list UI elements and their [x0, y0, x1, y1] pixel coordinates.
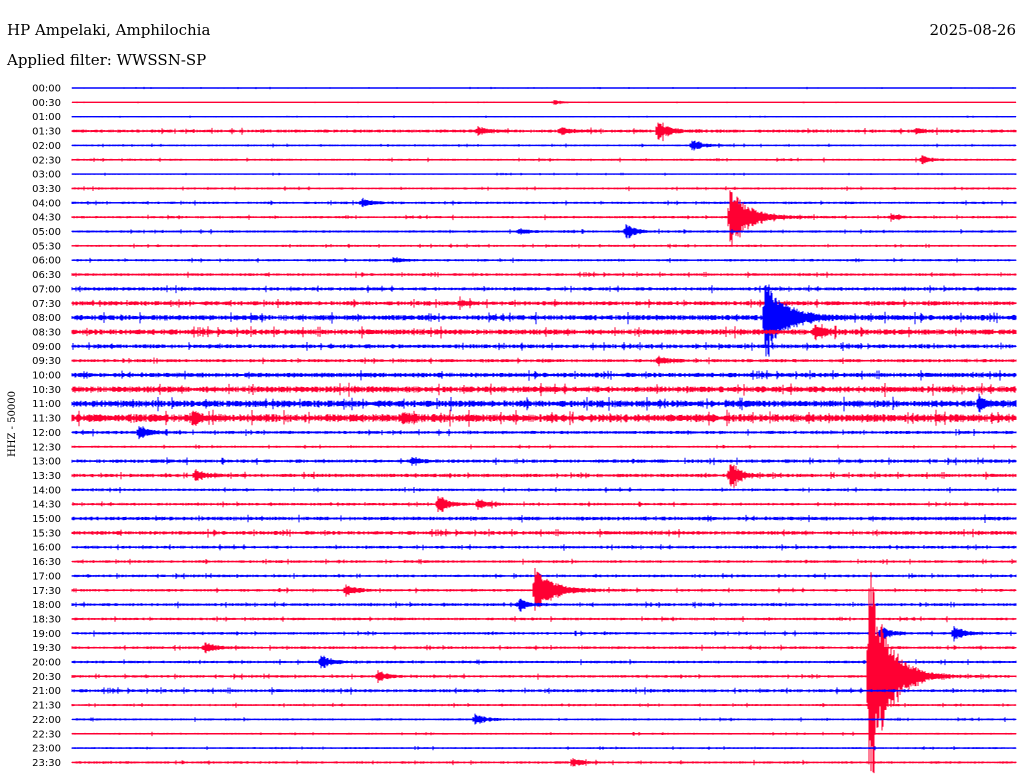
time-tick-label: 06:30: [32, 270, 61, 281]
time-tick-label: 08:30: [32, 327, 61, 338]
time-tick-label: 15:00: [32, 514, 61, 525]
time-tick-label: 11:00: [32, 399, 61, 410]
time-tick-label: 17:00: [32, 571, 61, 582]
seismic-trace: [71, 190, 1017, 247]
time-tick-label: 18:30: [32, 614, 61, 625]
filter-label: Applied filter: WWSSN-SP: [7, 51, 207, 69]
time-tick-label: 03:30: [32, 184, 61, 195]
time-tick-label: 23:00: [32, 744, 61, 755]
time-tick-label: 05:00: [32, 227, 61, 238]
time-tick-label: 10:30: [32, 385, 61, 396]
time-tick-label: 13:30: [32, 471, 61, 482]
time-tick-label: 12:30: [32, 442, 61, 453]
seismic-trace: [71, 122, 1017, 142]
time-tick-label: 15:30: [32, 528, 61, 539]
time-tick-label: 05:30: [32, 241, 61, 252]
trace-group: [71, 86, 1017, 774]
time-tick-label: 16:30: [32, 557, 61, 568]
time-tick-label: 14:30: [32, 500, 61, 511]
station-name: HP Ampelaki, Amphilochia: [7, 21, 211, 39]
time-tick-label: 01:00: [32, 112, 61, 123]
time-tick-label: 02:30: [32, 155, 61, 166]
time-tick-label: 12:00: [32, 428, 61, 439]
time-tick-label: 00:00: [32, 84, 61, 95]
time-tick-label: 22:00: [32, 715, 61, 726]
time-tick-label: 01:30: [32, 127, 61, 138]
time-tick-label: 02:00: [32, 141, 61, 152]
time-tick-label: 08:00: [32, 313, 61, 324]
time-tick-label: 10:00: [32, 371, 61, 382]
time-tick-label: 06:00: [32, 256, 61, 267]
time-tick-label: 19:30: [32, 643, 61, 654]
time-tick-label: 20:30: [32, 672, 61, 683]
time-tick-label: 09:00: [32, 342, 61, 353]
time-tick-label: 23:30: [32, 758, 61, 769]
time-tick-label: 07:30: [32, 299, 61, 310]
time-tick-label: 18:00: [32, 600, 61, 611]
time-tick-label: 14:00: [32, 485, 61, 496]
time-tick-label: 13:00: [32, 457, 61, 468]
time-tick-label: 21:00: [32, 686, 61, 697]
time-tick-label: 09:30: [32, 356, 61, 367]
record-date: 2025-08-26: [929, 21, 1016, 39]
time-tick-label: 04:00: [32, 198, 61, 209]
time-tick-label: 16:00: [32, 543, 61, 554]
time-tick-label: 22:30: [32, 729, 61, 740]
time-tick-label: 19:00: [32, 629, 61, 640]
time-tick-label: 04:30: [32, 213, 61, 224]
time-tick-label: 21:30: [32, 701, 61, 712]
time-tick-label: 17:30: [32, 586, 61, 597]
time-tick-labels: 00:00 00:30 01:00 01:30 02:00 02:30 03:00 03:30…: [32, 84, 61, 769]
time-tick-label: 11:30: [32, 414, 61, 425]
time-tick-label: 20:00: [32, 658, 61, 669]
channel-label: HHZ - 50000: [7, 391, 18, 457]
seismic-trace: [71, 572, 1017, 774]
time-tick-label: 07:00: [32, 284, 61, 295]
time-tick-label: 00:30: [32, 98, 61, 109]
time-tick-label: 03:00: [32, 170, 61, 181]
